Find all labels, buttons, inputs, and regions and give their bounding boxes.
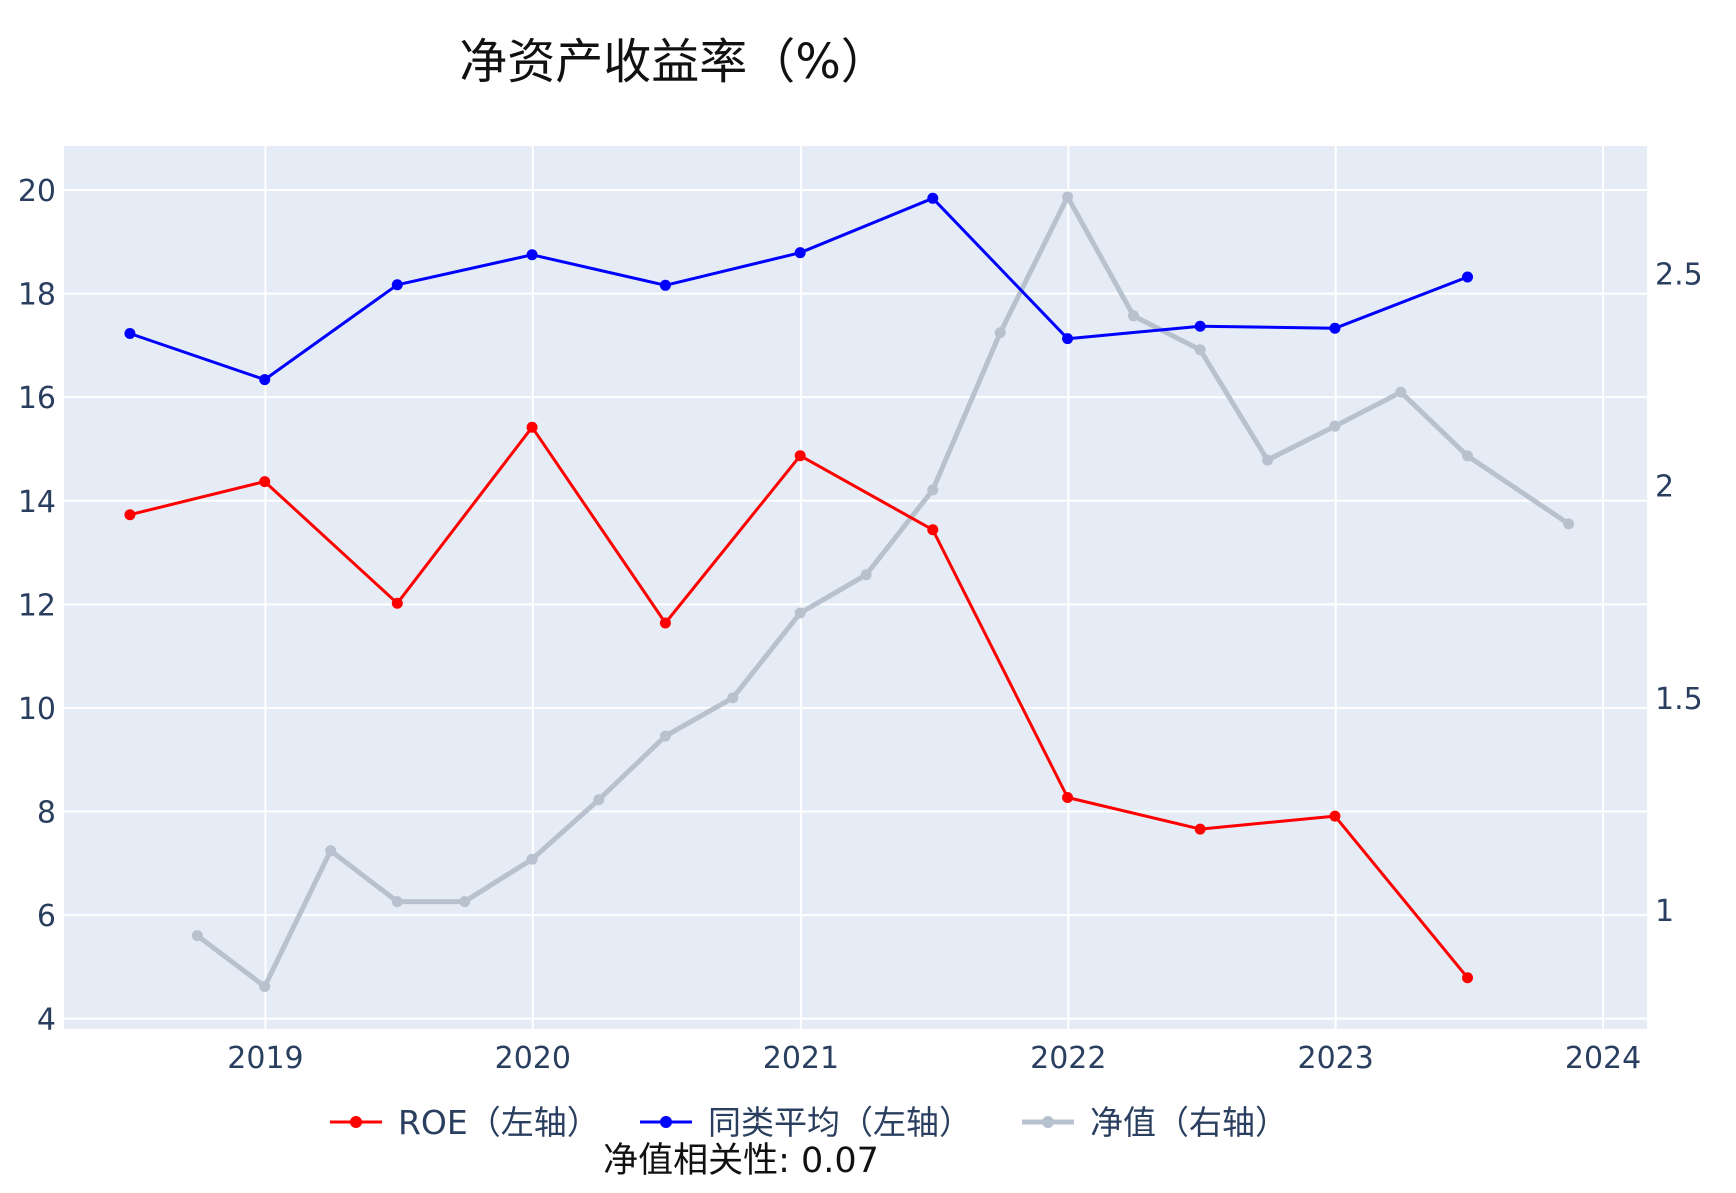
data-point-nav[interactable] xyxy=(1262,454,1274,466)
legend-label: ROE（左轴） xyxy=(398,1103,600,1142)
data-point-roe[interactable] xyxy=(391,597,403,609)
data-point-roe[interactable] xyxy=(927,524,939,536)
data-point-peer-average[interactable] xyxy=(124,327,136,339)
data-point-peer-average[interactable] xyxy=(1329,322,1341,334)
data-point-nav[interactable] xyxy=(860,569,872,581)
y-left-tick-label: 12 xyxy=(18,588,56,623)
legend-item-peer-average[interactable]: 同类平均（左轴） xyxy=(640,1103,972,1142)
data-point-peer-average[interactable] xyxy=(927,192,939,204)
x-tick-label: 2019 xyxy=(227,1041,303,1076)
legend-swatch-marker xyxy=(660,1116,672,1128)
legend-item-nav[interactable]: 净值（右轴） xyxy=(1022,1103,1288,1142)
x-tick-label: 2022 xyxy=(1030,1041,1106,1076)
data-point-nav[interactable] xyxy=(1395,386,1407,398)
legend-label: 净值（右轴） xyxy=(1090,1103,1288,1142)
data-point-roe[interactable] xyxy=(259,476,271,488)
x-tick-label: 2021 xyxy=(763,1041,839,1076)
grid-lines xyxy=(64,146,1647,1029)
data-point-peer-average[interactable] xyxy=(259,374,271,386)
data-point-peer-average[interactable] xyxy=(1462,271,1474,283)
y-left-tick-label: 10 xyxy=(18,692,56,727)
data-point-nav[interactable] xyxy=(325,845,337,857)
chart-title: 净资产收益率（%） xyxy=(459,34,889,90)
data-point-nav[interactable] xyxy=(927,484,939,496)
y-right-tick-label: 2 xyxy=(1655,470,1674,505)
data-point-peer-average[interactable] xyxy=(391,279,403,291)
y-left-tick-label: 18 xyxy=(18,278,56,313)
y-left-tick-label: 20 xyxy=(18,174,56,209)
data-point-peer-average[interactable] xyxy=(526,249,538,261)
data-point-roe[interactable] xyxy=(526,421,538,433)
data-point-nav[interactable] xyxy=(794,607,806,619)
y-left-tick-label: 14 xyxy=(18,485,56,520)
y-left-tick-label: 16 xyxy=(18,381,56,416)
y-right-tick-label: 2.5 xyxy=(1655,257,1703,292)
x-tick-label: 2020 xyxy=(495,1041,571,1076)
series-nav xyxy=(191,191,1575,993)
y-left-tick-label: 4 xyxy=(37,1003,56,1038)
legend[interactable]: ROE（左轴） 同类平均（左轴） 净值（右轴） xyxy=(330,1103,1288,1142)
data-point-peer-average[interactable] xyxy=(659,279,671,291)
data-point-roe[interactable] xyxy=(124,509,136,521)
legend-swatch-marker xyxy=(350,1116,362,1128)
data-point-roe[interactable] xyxy=(1194,823,1206,835)
y-right-tick-label: 1.5 xyxy=(1655,682,1703,717)
x-tick-label: 2023 xyxy=(1297,1041,1373,1076)
data-point-nav[interactable] xyxy=(1462,450,1474,462)
data-point-roe[interactable] xyxy=(1329,810,1341,822)
y-left-tick-label: 8 xyxy=(37,795,56,830)
data-point-nav[interactable] xyxy=(191,930,203,942)
correlation-note: 净值相关性: 0.07 xyxy=(603,1141,879,1181)
data-point-nav[interactable] xyxy=(1329,420,1341,432)
data-point-roe[interactable] xyxy=(659,617,671,629)
data-point-peer-average[interactable] xyxy=(794,247,806,259)
data-point-nav[interactable] xyxy=(526,853,538,865)
y-right-tick-label: 1 xyxy=(1655,894,1674,929)
data-point-nav[interactable] xyxy=(1563,518,1575,530)
x-tick-label: 2024 xyxy=(1565,1041,1641,1076)
legend-label: 同类平均（左轴） xyxy=(708,1103,972,1142)
data-point-nav[interactable] xyxy=(593,794,605,806)
data-point-nav[interactable] xyxy=(259,981,271,993)
data-point-nav[interactable] xyxy=(1062,191,1074,203)
data-point-nav[interactable] xyxy=(1127,310,1139,322)
legend-swatch-marker xyxy=(1042,1116,1054,1128)
series-layer xyxy=(124,191,1575,993)
data-point-nav[interactable] xyxy=(391,896,403,908)
data-point-roe[interactable] xyxy=(794,450,806,462)
data-point-nav[interactable] xyxy=(1194,344,1206,356)
data-point-roe[interactable] xyxy=(1062,792,1074,804)
data-point-peer-average[interactable] xyxy=(1194,320,1206,332)
data-point-peer-average[interactable] xyxy=(1062,333,1074,345)
plot-background xyxy=(64,146,1647,1029)
data-point-nav[interactable] xyxy=(727,692,739,704)
series-peer-average xyxy=(124,192,1474,386)
y-left-tick-label: 6 xyxy=(37,899,56,934)
legend-item-roe[interactable]: ROE（左轴） xyxy=(330,1103,600,1142)
series-roe xyxy=(124,421,1474,984)
axis-labels: 4 6 8 10 12 14 16 18 20 1 1.5 2 2.5 2019 2020 2021 2022 2… xyxy=(18,174,1703,1076)
data-point-nav[interactable] xyxy=(659,730,671,742)
data-point-roe[interactable] xyxy=(1462,972,1474,984)
data-point-nav[interactable] xyxy=(994,327,1006,339)
data-point-nav[interactable] xyxy=(459,896,471,908)
